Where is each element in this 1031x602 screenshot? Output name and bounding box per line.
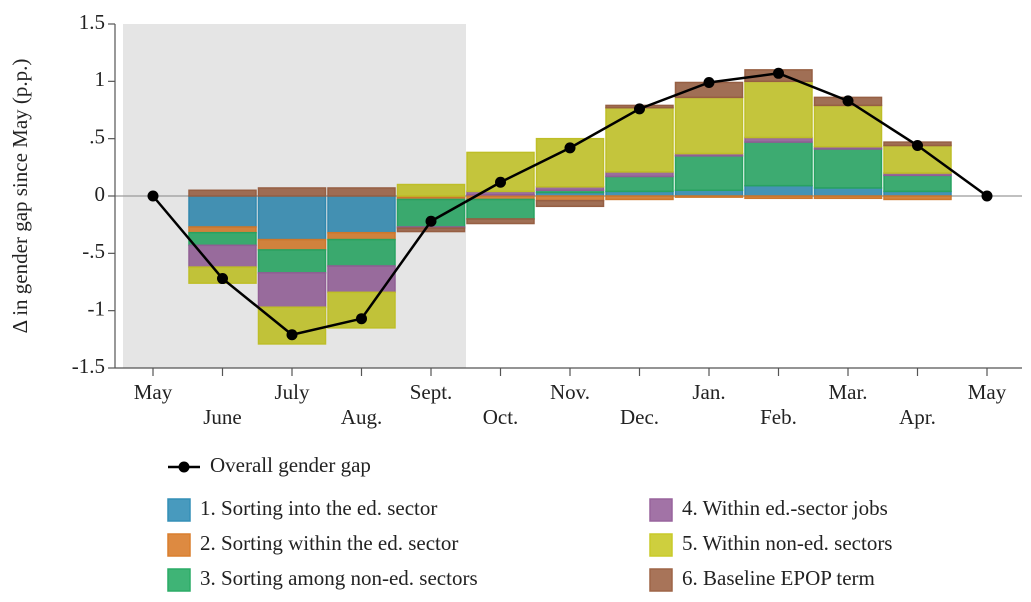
- x-tick-label: May: [134, 380, 173, 404]
- line-marker: [286, 329, 298, 341]
- y-tick-label: .5: [89, 124, 105, 148]
- bar-segment: [327, 231, 396, 241]
- legend-label: 3. Sorting among non-ed. sectors: [200, 566, 478, 590]
- bar-segment: [605, 175, 674, 193]
- legend-swatch: [167, 533, 191, 557]
- bar-segment: [744, 195, 813, 200]
- line-marker: [912, 140, 923, 152]
- bar-segment: [535, 199, 605, 208]
- y-axis-label: Δ in gender gap since May (p.p.): [8, 59, 32, 334]
- line-marker: [564, 142, 576, 154]
- bar-segment: [813, 187, 883, 197]
- legend-label: 2. Sorting within the ed. sector: [200, 531, 458, 555]
- line-marker: [495, 176, 506, 188]
- bar-segment: [257, 195, 327, 241]
- legend-label: 4. Within ed.-sector jobs: [682, 496, 888, 520]
- bar-segment: [813, 195, 883, 200]
- y-tick-label: 1: [95, 67, 106, 91]
- bar-segment: [744, 184, 813, 197]
- bar-segment: [327, 265, 396, 294]
- bar-segment: [466, 198, 535, 220]
- legend-label: 5. Within non-ed. sectors: [682, 531, 892, 555]
- bar-segment: [605, 195, 674, 201]
- bar-segment: [813, 104, 883, 148]
- x-tick-label: Aug.: [341, 405, 382, 429]
- x-tick-label: Apr.: [899, 405, 936, 429]
- bar-segment: [744, 80, 813, 139]
- bar-segment: [883, 174, 952, 193]
- y-tick-label: -.5: [82, 239, 105, 263]
- bar-segment: [327, 195, 396, 234]
- x-tick-label: June: [203, 405, 242, 429]
- bar-segment: [257, 187, 327, 197]
- legend-label: 6. Baseline EPOP term: [682, 566, 875, 590]
- bar-segment: [674, 155, 744, 192]
- bar-segment: [188, 231, 257, 247]
- bar-segment: [466, 218, 535, 225]
- line-marker: [634, 103, 645, 115]
- bar-segment: [396, 183, 466, 197]
- x-tick-label: May: [968, 380, 1007, 404]
- line-marker: [147, 190, 159, 202]
- bar-segment: [674, 189, 744, 197]
- legend-label: Overall gender gap: [210, 453, 371, 477]
- x-tick-label: Dec.: [620, 405, 659, 429]
- bar-segment: [327, 238, 396, 267]
- x-tick-label: Jan.: [692, 380, 725, 404]
- x-tick-label: July: [274, 380, 310, 404]
- y-tick-label: 1.5: [79, 10, 105, 34]
- bar-segment: [327, 187, 396, 197]
- bar-segment: [883, 195, 952, 201]
- x-tick-label: Nov.: [550, 380, 590, 404]
- bar-segment: [813, 148, 883, 189]
- legend-swatch: [649, 568, 673, 592]
- bar-segment: [674, 96, 744, 155]
- bar-segment: [396, 227, 466, 233]
- x-tick-label: Mar.: [828, 380, 867, 404]
- bar-segment: [188, 244, 257, 268]
- x-tick-label: Sept.: [410, 380, 453, 404]
- line-marker: [425, 215, 437, 227]
- bar-segment: [188, 195, 257, 228]
- line-marker: [703, 76, 715, 88]
- x-tick-label: Feb.: [760, 405, 797, 429]
- bar-segment: [605, 106, 674, 173]
- line-marker: [773, 67, 784, 79]
- line-marker: [981, 190, 993, 202]
- bar-segment: [744, 141, 813, 187]
- y-tick-label: 0: [95, 182, 106, 206]
- legend-swatch: [649, 533, 673, 557]
- line-marker: [842, 95, 854, 107]
- legend-swatch: [649, 498, 673, 522]
- legend-marker: [178, 461, 190, 473]
- line-marker: [356, 313, 367, 325]
- line-marker: [217, 273, 228, 285]
- legend-swatch: [167, 498, 191, 522]
- bar-segment: [257, 272, 327, 308]
- legend-label: 1. Sorting into the ed. sector: [200, 496, 437, 520]
- y-tick-label: -1.5: [72, 354, 105, 378]
- x-tick-label: Oct.: [483, 405, 519, 429]
- bar-segment: [257, 238, 327, 251]
- legend-swatch: [167, 568, 191, 592]
- y-tick-label: -1: [88, 296, 106, 320]
- bar-segment: [674, 195, 744, 198]
- bar-segment: [188, 226, 257, 234]
- bar-segment: [188, 189, 257, 197]
- bar-segment: [257, 249, 327, 274]
